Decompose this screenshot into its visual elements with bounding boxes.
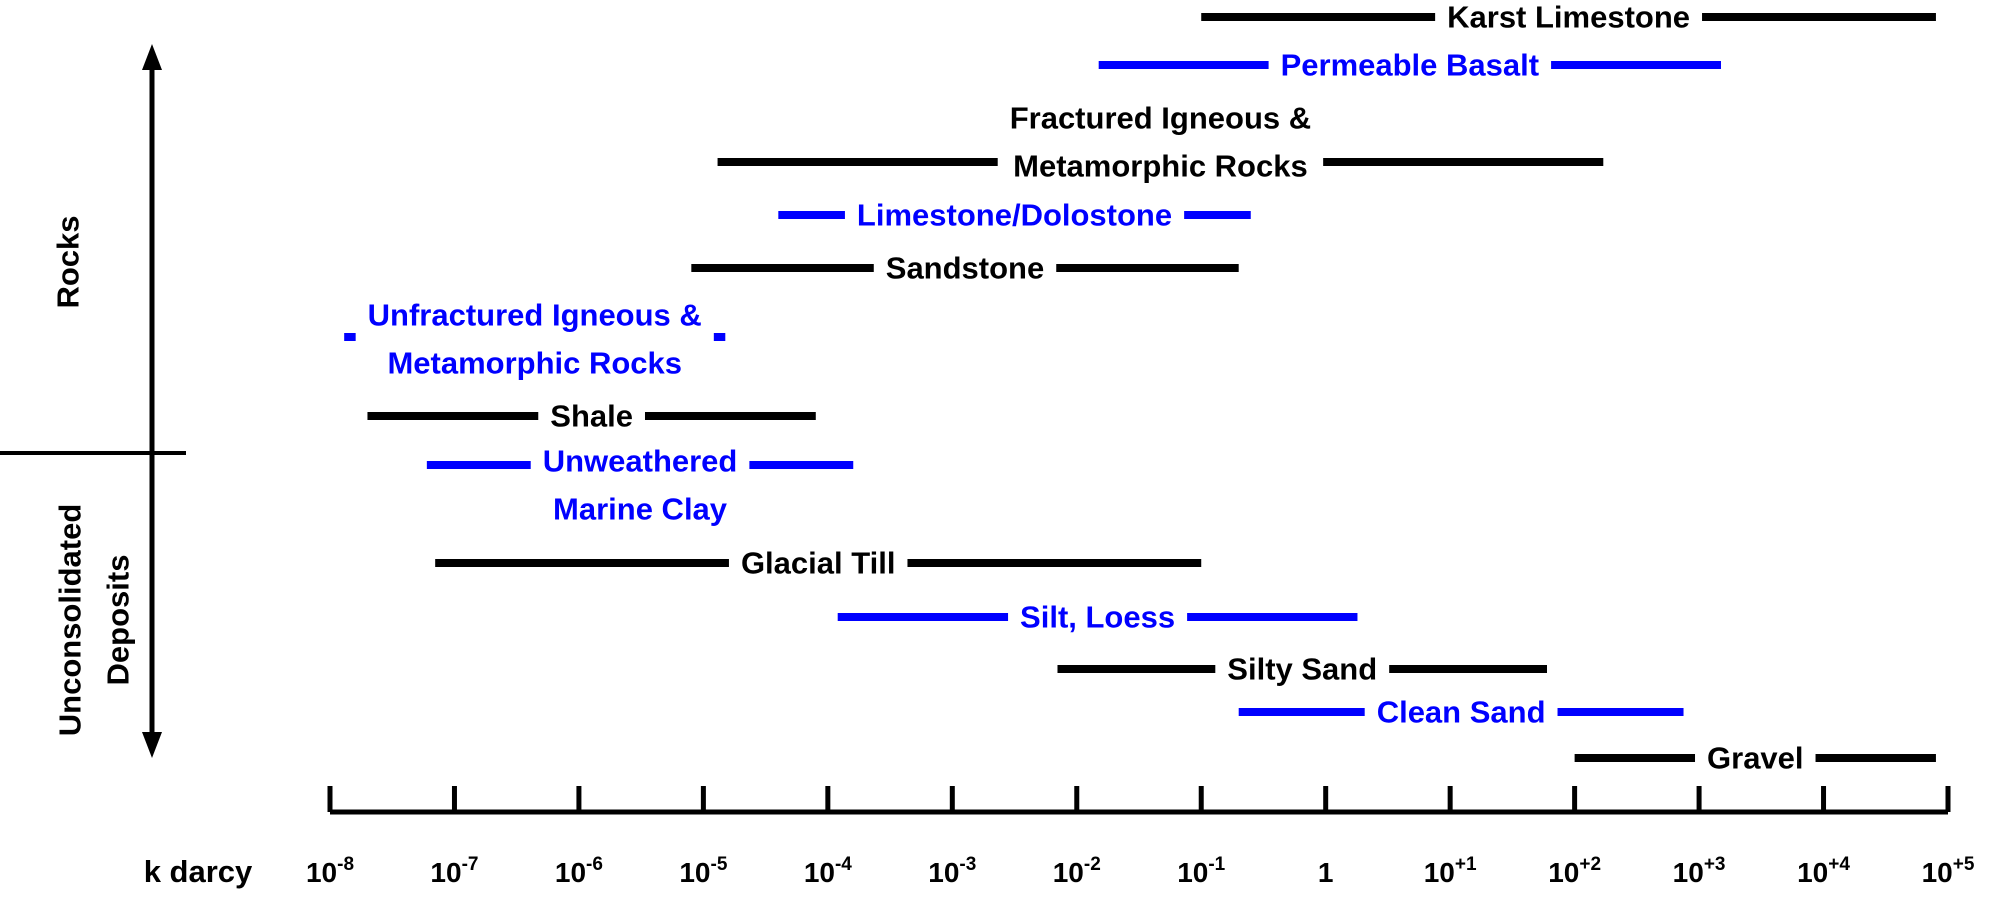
range-permeable-basalt: Permeable Basalt <box>1098 45 1721 85</box>
label-mask <box>538 396 645 436</box>
range-label: Silty Sand <box>1227 652 1377 687</box>
x-tick-label: 10+5 <box>1922 854 1975 888</box>
range-label: Marine Clay <box>553 492 728 527</box>
range-label: Clean Sand <box>1377 695 1546 730</box>
group-axis: Rocks Unconsolidated Deposits <box>0 44 186 758</box>
x-tick-label: 10-7 <box>430 854 478 888</box>
group-label-rocks: Rocks <box>51 215 86 308</box>
x-tick-label: 10+4 <box>1797 854 1850 888</box>
label-mask <box>1215 649 1390 689</box>
range-label: Fractured Igneous & <box>1010 101 1311 136</box>
range-gravel: Gravel <box>1574 738 1936 778</box>
label-mask <box>355 295 714 383</box>
down-arrow-icon <box>142 732 162 758</box>
label-mask <box>530 441 750 529</box>
x-tick-label: 10-6 <box>555 854 603 888</box>
range-shale: Shale <box>367 396 816 436</box>
label-mask <box>1008 597 1188 637</box>
x-tick-label: 1 <box>1318 857 1334 888</box>
group-label-deposits: Deposits <box>101 555 136 686</box>
x-tick-label: 10+1 <box>1424 854 1477 888</box>
label-mask <box>1695 738 1816 778</box>
range-limestone-dolostone: Limestone/Dolostone <box>778 195 1251 235</box>
range-silty-sand: Silty Sand <box>1057 649 1548 689</box>
range-fractured-igneous-metamorphic-rocks: Fractured Igneous & Metamorphic Rocks <box>717 98 1604 186</box>
range-unweathered-marine-clay: Unweathered Marine Clay <box>426 441 854 529</box>
range-bars: Karst Limestone Permeable Basalt Fractured… <box>344 0 1936 778</box>
range-label: Gravel <box>1707 741 1804 776</box>
x-axis: 10-8 10-7 10-6 10-5 10-4 10-3 10-2 10-1 1 10+1 10+… <box>144 786 1975 889</box>
label-mask <box>844 195 1185 235</box>
range-clean-sand: Clean Sand <box>1238 692 1684 732</box>
x-tick-label: 10-4 <box>804 854 852 888</box>
range-label: Glacial Till <box>741 546 896 581</box>
x-tick-label: 10-8 <box>306 854 354 888</box>
x-tick-label: 10-2 <box>1053 854 1101 888</box>
range-karst-limestone: Karst Limestone <box>1201 0 1936 37</box>
group-label-deposits: Unconsolidated <box>53 504 88 737</box>
range-silt-loess: Silt, Loess <box>837 597 1358 637</box>
range-label: Limestone/Dolostone <box>857 198 1172 233</box>
label-mask <box>728 543 908 583</box>
label-mask <box>1268 45 1552 85</box>
range-sandstone: Sandstone <box>691 248 1239 288</box>
label-mask <box>873 248 1057 288</box>
x-tick-label: 10-1 <box>1177 854 1225 888</box>
x-tick-label: 10+2 <box>1548 854 1601 888</box>
range-label: Permeable Basalt <box>1281 48 1539 83</box>
up-arrow-icon <box>142 44 162 70</box>
range-unfractured-igneous-metamorphic-rocks: Unfractured Igneous & Metamorphic Rocks <box>344 295 726 383</box>
range-label: Metamorphic Rocks <box>1013 149 1308 184</box>
range-label: Shale <box>550 399 633 434</box>
range-label: Silt, Loess <box>1020 600 1175 635</box>
label-mask <box>1364 692 1558 732</box>
x-tick-label: 10-3 <box>928 854 976 888</box>
label-mask <box>997 98 1324 186</box>
range-label: Unweathered <box>543 444 738 479</box>
range-label: Metamorphic Rocks <box>387 346 682 381</box>
label-mask <box>1435 0 1703 37</box>
x-tick-label: 10+3 <box>1673 854 1726 888</box>
range-label: Karst Limestone <box>1447 0 1690 35</box>
range-glacial-till: Glacial Till <box>435 543 1202 583</box>
range-label: Unfractured Igneous & <box>368 298 702 333</box>
x-tick-label: 10-5 <box>679 854 727 888</box>
range-label: Sandstone <box>886 251 1044 286</box>
x-axis-label: k darcy <box>144 854 253 889</box>
